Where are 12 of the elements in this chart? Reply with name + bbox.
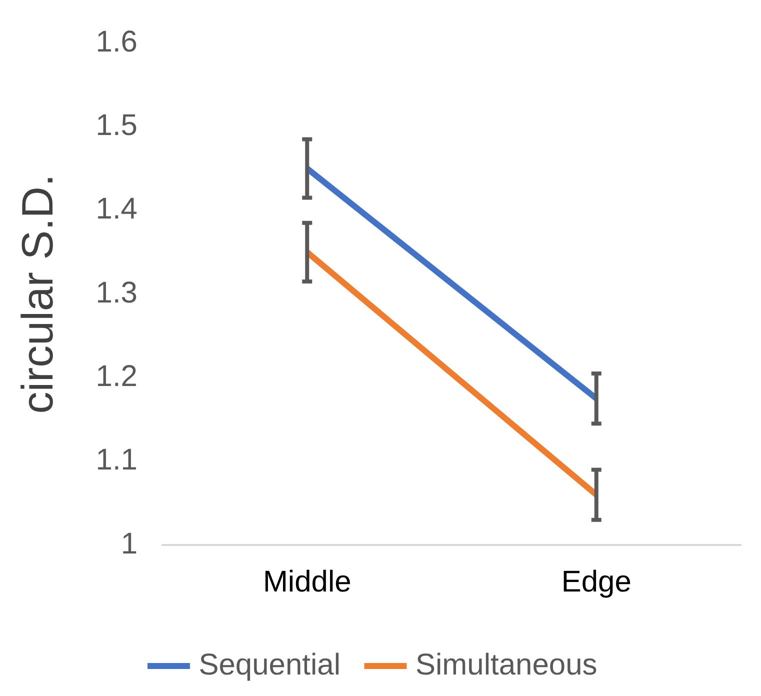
x-tick-label: Edge [561,565,632,598]
y-tick-label: 1.6 [96,25,138,58]
y-tick-label: 1 [120,527,138,560]
legend-label: Sequential [198,648,341,682]
y-tick-label: 1.3 [96,276,138,310]
y-tick-label: 1.2 [96,360,138,393]
y-tick-label: 1.5 [96,108,138,142]
y-tick-label: 1.1 [96,444,138,477]
legend-label: Simultaneous [416,648,598,682]
x-tick-label: Middle [262,565,352,598]
y-tick-label: 1.4 [96,192,138,226]
y-axis-title: circular S.D. [14,174,63,414]
